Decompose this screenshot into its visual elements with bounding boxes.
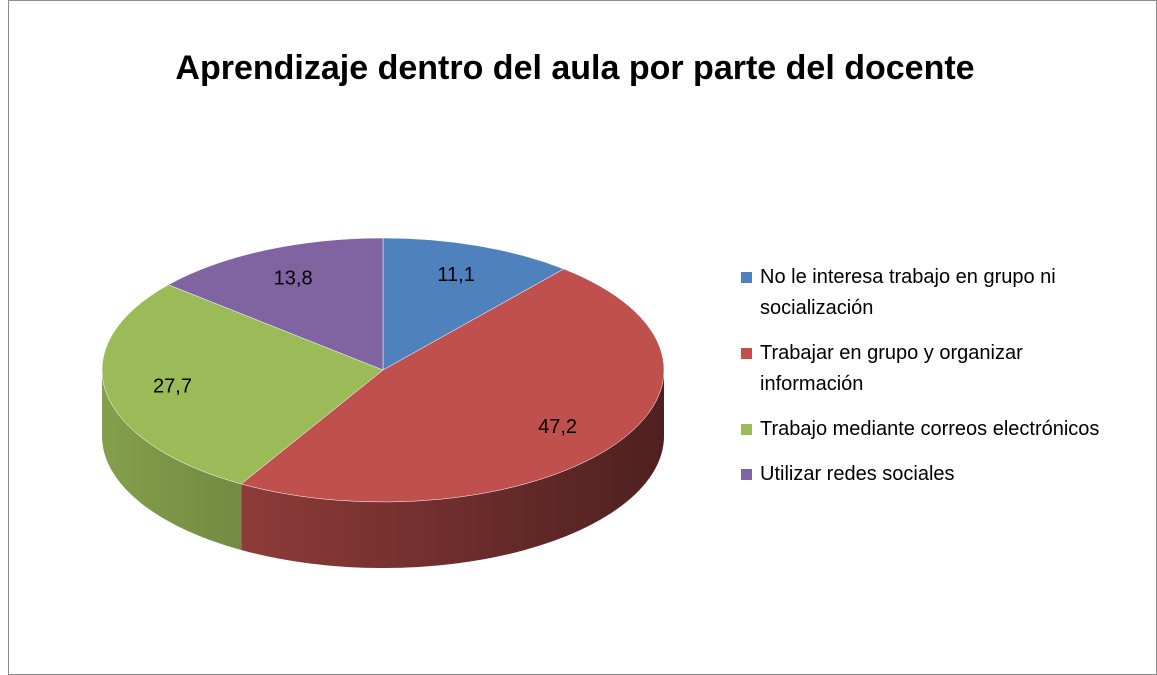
legend-label: Trabajar en grupo y organizar informació… (760, 342, 1023, 395)
legend-item: Trabajar en grupo y organizar informació… (741, 338, 1120, 400)
data-label: 11,1 (437, 264, 474, 286)
legend-swatch (741, 469, 752, 480)
chart-title: Aprendizaje dentro del aula por parte de… (175, 49, 975, 87)
legend-label: Utilizar redes sociales (760, 463, 955, 485)
legend: No le interesa trabajo en grupo ni socia… (741, 262, 1141, 504)
pie-slice (167, 237, 384, 371)
legend-label: No le interesa trabajo en grupo ni socia… (760, 266, 1056, 319)
pie-slice (382, 237, 565, 371)
data-label: 27,7 (153, 375, 192, 397)
data-label: 13,8 (274, 267, 313, 289)
data-label: 47,2 (538, 416, 577, 438)
pie-side-shade (102, 370, 242, 550)
legend-item: Trabajo mediante correos electrónicos (741, 414, 1120, 445)
legend-item: Utilizar redes sociales (741, 459, 1120, 490)
legend-label: Trabajo mediante correos electrónicos (760, 418, 1100, 440)
pie-slice (240, 268, 665, 503)
legend-swatch (741, 348, 752, 359)
legend-swatch (741, 424, 752, 435)
pie-side-shade (241, 370, 664, 569)
legend-swatch (741, 272, 752, 283)
pie-slice (101, 284, 384, 485)
legend-item: No le interesa trabajo en grupo ni socia… (741, 262, 1120, 324)
